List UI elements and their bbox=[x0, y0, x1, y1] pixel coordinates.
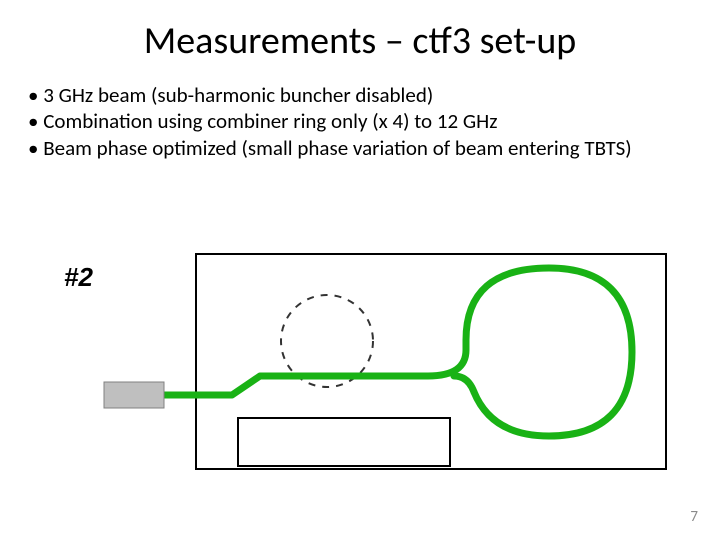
beamline-path bbox=[164, 268, 632, 436]
bullet-item: • Combination using combiner ring only (… bbox=[28, 108, 688, 134]
ctf3-svg bbox=[56, 234, 676, 486]
setup-label: #2 bbox=[64, 262, 93, 293]
beamline-exit bbox=[454, 376, 474, 392]
bullet-list: • 3 GHz beam (sub-harmonic buncher disab… bbox=[28, 82, 688, 161]
bullet-item: • Beam phase optimized (small phase vari… bbox=[28, 135, 688, 161]
slide: Measurements – ctf3 set-up • 3 GHz beam … bbox=[0, 0, 720, 540]
slide-title: Measurements – ctf3 set-up bbox=[0, 18, 720, 64]
ctf3-diagram: #2 bbox=[56, 234, 676, 486]
source-box bbox=[104, 382, 164, 408]
inner-frame bbox=[238, 418, 450, 466]
page-number: 7 bbox=[690, 508, 698, 526]
bullet-item: • 3 GHz beam (sub-harmonic buncher disab… bbox=[28, 82, 688, 108]
